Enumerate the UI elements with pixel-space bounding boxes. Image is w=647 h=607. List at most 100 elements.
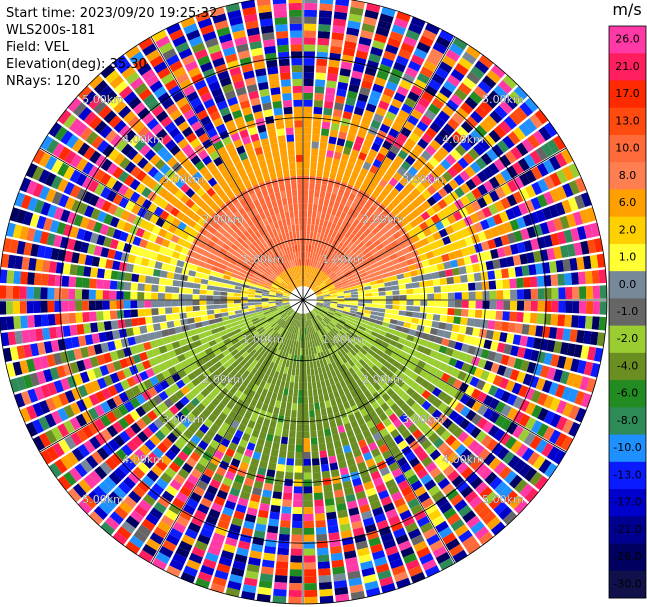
- velocity-gate: [335, 593, 350, 603]
- velocity-gate: [468, 291, 476, 300]
- velocity-gate: [331, 475, 342, 485]
- velocity-gate: [222, 184, 232, 194]
- velocity-gate: [388, 104, 400, 115]
- velocity-gate: [292, 500, 303, 508]
- velocity-gate: [443, 194, 454, 206]
- velocity-gate: [94, 154, 107, 168]
- velocity-gate: [285, 409, 292, 417]
- velocity-gate: [483, 228, 494, 240]
- velocity-gate: [482, 166, 494, 179]
- velocity-gate: [251, 207, 259, 217]
- velocity-gate: [460, 485, 474, 499]
- velocity-gate: [516, 289, 525, 300]
- velocity-gate: [256, 74, 268, 84]
- velocity-gate: [381, 207, 391, 217]
- velocity-gate: [125, 263, 134, 273]
- velocity-gate: [270, 504, 281, 513]
- velocity-gate: [372, 431, 382, 442]
- velocity-gate: [370, 284, 379, 289]
- velocity-gate: [496, 139, 510, 153]
- velocity-gate: [209, 478, 221, 490]
- velocity-gate: [407, 474, 419, 486]
- velocity-gate: [488, 385, 499, 397]
- velocity-gate: [287, 324, 292, 332]
- velocity-gate: [313, 276, 318, 283]
- velocity-gate: [149, 375, 160, 386]
- velocity-gate: [332, 279, 340, 285]
- velocity-gate: [73, 373, 84, 386]
- velocity-gate: [123, 243, 132, 253]
- velocity-gate: [319, 282, 326, 288]
- velocity-gate: [474, 60, 490, 74]
- velocity-gate: [466, 515, 481, 529]
- velocity-gate: [383, 87, 395, 98]
- velocity-gate: [99, 364, 110, 376]
- velocity-gate: [410, 356, 420, 366]
- velocity-gate: [381, 582, 396, 594]
- velocity-gate: [315, 416, 322, 424]
- velocity-gate: [187, 342, 196, 351]
- velocity-gate: [252, 241, 260, 249]
- velocity-gate: [267, 164, 276, 174]
- velocity-gate: [246, 219, 254, 228]
- velocity-gate: [290, 416, 297, 425]
- velocity-gate: [316, 293, 323, 297]
- velocity-gate: [283, 345, 288, 353]
- velocity-gate: [343, 308, 351, 313]
- velocity-gate: [279, 273, 286, 280]
- velocity-gate: [359, 183, 369, 193]
- velocity-gate: [119, 358, 129, 369]
- velocity-gate: [376, 278, 385, 284]
- velocity-gate: [386, 439, 397, 450]
- velocity-gate: [442, 171, 453, 183]
- velocity-gate: [275, 24, 288, 32]
- velocity-gate: [199, 300, 207, 306]
- velocity-gate: [368, 258, 377, 266]
- velocity-gate: [123, 495, 137, 509]
- velocity-gate: [68, 276, 77, 288]
- velocity-gate: [78, 106, 92, 121]
- velocity-gate: [307, 375, 312, 383]
- velocity-gate: [400, 42, 415, 54]
- velocity-gate: [341, 473, 351, 483]
- velocity-gate: [481, 310, 490, 319]
- velocity-gate: [379, 123, 391, 134]
- velocity-gate: [274, 400, 282, 409]
- velocity-gate: [303, 161, 310, 169]
- velocity-gate: [116, 240, 126, 251]
- velocity-gate: [100, 247, 110, 258]
- velocity-gate: [186, 311, 194, 318]
- velocity-gate: [509, 90, 523, 105]
- velocity-gate: [333, 440, 342, 449]
- velocity-gate: [222, 46, 236, 57]
- velocity-gate: [388, 461, 400, 473]
- velocity-gate: [230, 419, 240, 430]
- velocity-gate: [33, 386, 45, 401]
- velocity-gate: [276, 291, 284, 295]
- velocity-gate: [433, 307, 441, 314]
- velocity-gate: [29, 213, 40, 228]
- velocity-gate: [139, 325, 148, 334]
- velocity-gate: [311, 252, 316, 260]
- velocity-gate: [316, 533, 328, 542]
- velocity-gate: [213, 309, 222, 314]
- velocity-gate: [363, 138, 373, 149]
- velocity-gate: [303, 362, 307, 370]
- velocity-gate: [6, 316, 15, 330]
- velocity-gate: [348, 413, 356, 423]
- velocity-gate: [112, 54, 128, 69]
- velocity-gate: [152, 194, 163, 206]
- velocity-gate: [270, 339, 277, 347]
- velocity-gate: [272, 332, 279, 340]
- velocity-gate: [380, 188, 390, 198]
- velocity-gate: [425, 127, 438, 139]
- velocity-gate: [185, 294, 193, 300]
- velocity-gate: [364, 293, 372, 297]
- velocity-gate: [280, 344, 286, 352]
- velocity-gate: [364, 210, 373, 220]
- velocity-gate: [192, 288, 200, 295]
- velocity-gate: [504, 490, 518, 505]
- velocity-gate: [529, 276, 538, 288]
- velocity-gate: [368, 318, 377, 324]
- velocity-gate: [427, 103, 441, 116]
